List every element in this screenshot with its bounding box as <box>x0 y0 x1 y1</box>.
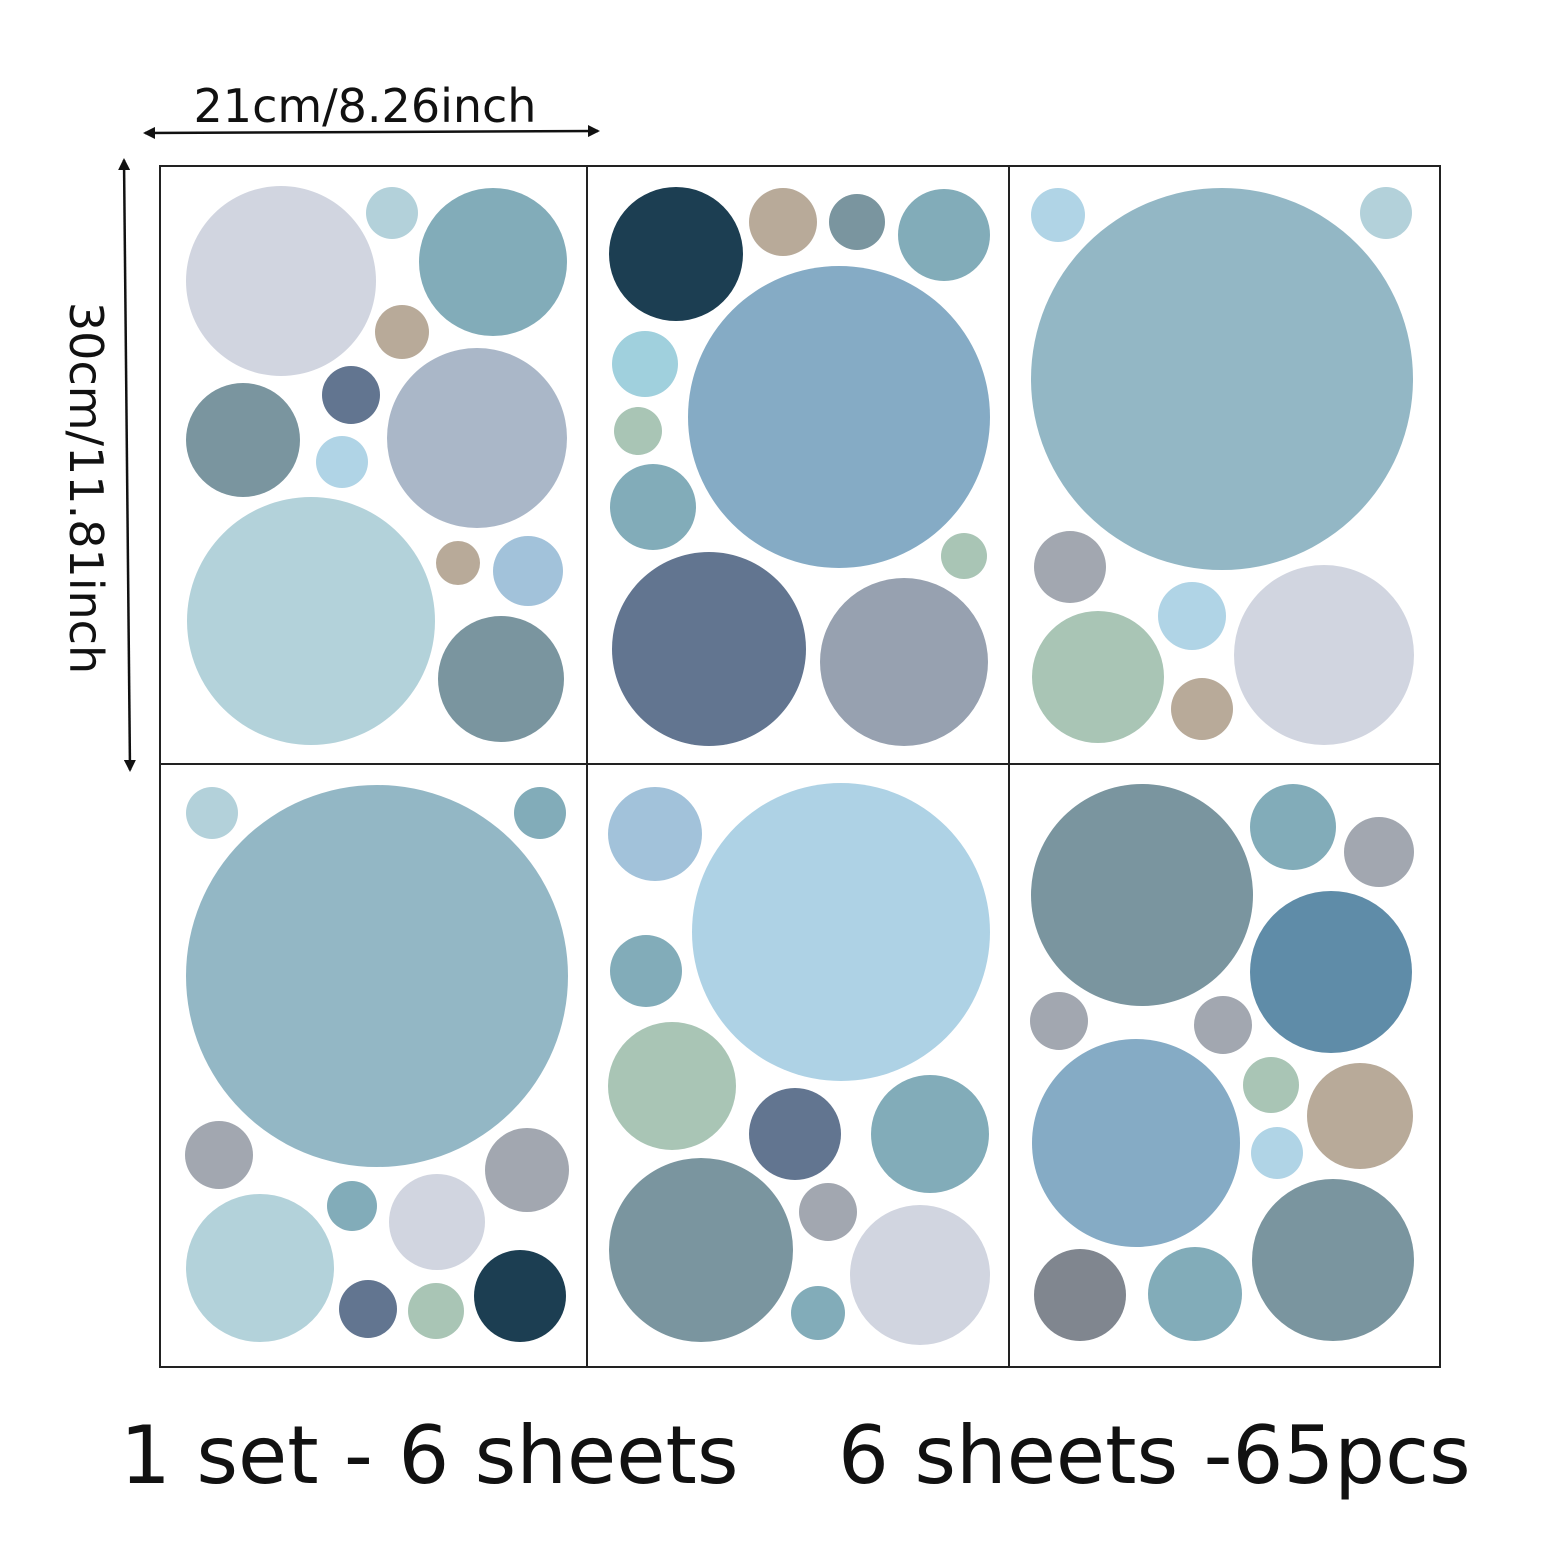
sticker-dot <box>339 1280 397 1338</box>
set-caption: 1 set - 6 sheets <box>120 1409 739 1502</box>
sticker-dot <box>1034 531 1106 603</box>
sticker-dot <box>829 194 885 250</box>
sticker-dot <box>850 1205 990 1345</box>
sticker-dot <box>186 787 238 839</box>
sticker-dot <box>485 1128 569 1212</box>
sticker-dot <box>1034 1249 1126 1341</box>
sheet-outline <box>159 165 1441 1368</box>
sticker-dot <box>688 266 990 568</box>
sticker-dot <box>419 188 567 336</box>
sticker-dot <box>612 552 806 746</box>
sticker-dot <box>1031 188 1413 570</box>
sticker-dot <box>1252 1179 1414 1341</box>
sticker-dot <box>1031 188 1085 242</box>
sticker-dot <box>608 1022 736 1150</box>
sticker-dot <box>438 616 564 742</box>
sticker-dot <box>493 536 563 606</box>
sticker-dot <box>799 1183 857 1241</box>
sticker-dot <box>1158 582 1226 650</box>
sticker-dot <box>610 464 696 550</box>
width-label: 21cm/8.26inch <box>194 79 537 133</box>
sticker-dot <box>387 348 567 528</box>
height-label: 30cm/11.81inch <box>59 302 113 674</box>
sticker-dot <box>871 1075 989 1193</box>
sticker-dot <box>749 1088 841 1180</box>
sticker-dot <box>609 187 743 321</box>
sticker-dot <box>692 783 990 1081</box>
sticker-dot <box>474 1250 566 1342</box>
sticker-dot <box>614 407 662 455</box>
sheet-borders <box>159 165 1441 1368</box>
sticker-dot <box>322 366 380 424</box>
stickers <box>185 186 1414 1345</box>
sticker-dot <box>186 785 568 1167</box>
sticker-dot <box>1031 784 1253 1006</box>
sticker-dot <box>608 787 702 881</box>
sticker-dot <box>514 787 566 839</box>
sticker-dot <box>327 1181 377 1231</box>
sticker-dot <box>791 1286 845 1340</box>
sticker-dot <box>1250 891 1412 1053</box>
sticker-dot <box>1250 784 1336 870</box>
sticker-dot <box>187 497 435 745</box>
sticker-dot <box>186 383 300 497</box>
sticker-dot <box>366 187 418 239</box>
sticker-dot <box>1030 992 1088 1050</box>
sticker-dot <box>389 1174 485 1270</box>
count-caption: 6 sheets -65pcs <box>838 1409 1471 1502</box>
height-arrow <box>118 158 136 772</box>
sticker-dot <box>408 1283 464 1339</box>
sticker-dot <box>375 305 429 359</box>
sticker-dot <box>1243 1057 1299 1113</box>
sticker-dot <box>1032 1039 1240 1247</box>
width-arrow <box>143 125 600 139</box>
sticker-dot <box>186 1194 334 1342</box>
sticker-dot <box>1194 996 1252 1054</box>
sticker-dot <box>1234 565 1414 745</box>
sticker-dot <box>612 331 678 397</box>
sticker-dot <box>1251 1127 1303 1179</box>
sticker-dot <box>1148 1247 1242 1341</box>
sticker-dot <box>1307 1063 1413 1169</box>
sticker-dot <box>1171 678 1233 740</box>
sticker-dot <box>749 188 817 256</box>
sticker-dot <box>610 935 682 1007</box>
sticker-dot <box>1360 187 1412 239</box>
sticker-dot <box>1344 817 1414 887</box>
sticker-dot <box>609 1158 793 1342</box>
sticker-dot <box>1032 611 1164 743</box>
sticker-dot <box>316 436 368 488</box>
sticker-dot <box>186 186 376 376</box>
sticker-dot <box>941 533 987 579</box>
sticker-dot <box>898 189 990 281</box>
sticker-dot <box>820 578 988 746</box>
sticker-dot <box>185 1121 253 1189</box>
sticker-dot <box>436 541 480 585</box>
